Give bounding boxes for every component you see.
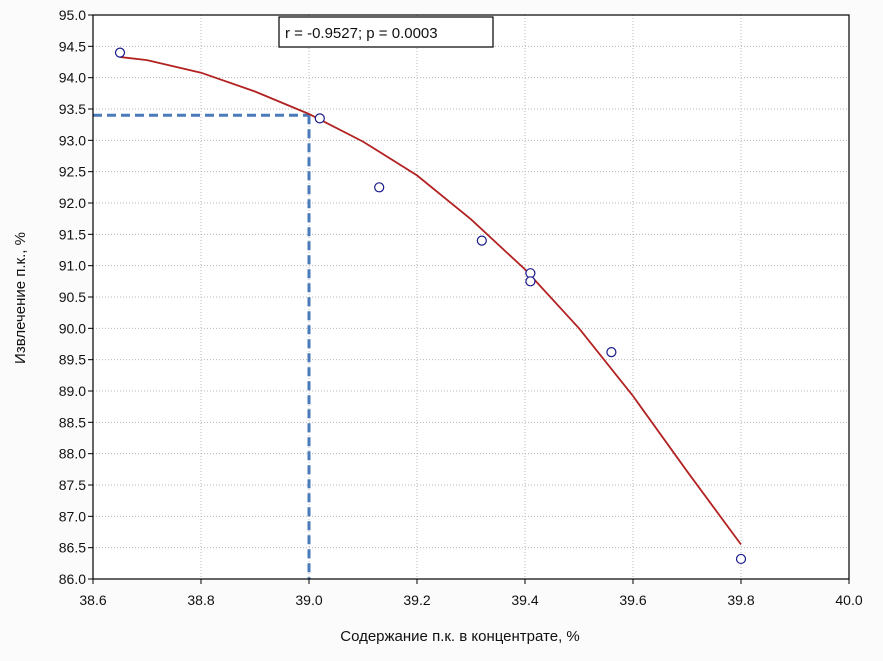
fit-curve [119, 56, 742, 546]
y-tick-label: 88.0 [59, 446, 86, 462]
y-tick-label: 87.5 [59, 477, 86, 493]
data-point [606, 347, 617, 358]
data-point [525, 276, 536, 287]
y-tick-label: 92.0 [59, 195, 86, 211]
y-tick-label: 88.5 [59, 414, 86, 430]
fit-curve-layer [119, 56, 742, 546]
x-tick-label: 38.6 [79, 592, 106, 608]
y-tick-label: 95.0 [59, 7, 86, 23]
y-tick-label: 93.5 [59, 101, 86, 117]
grid-layer [92, 14, 850, 580]
y-tick-label: 87.0 [59, 508, 86, 524]
y-tick-label: 89.5 [59, 352, 86, 368]
reference-lines [93, 113, 311, 579]
y-tick-label: 90.0 [59, 320, 86, 336]
x-tick-label: 39.4 [511, 592, 538, 608]
x-tick-label: 38.8 [187, 592, 214, 608]
y-tick-label: 86.5 [59, 540, 86, 556]
x-axis-title: Содержание п.к. в концентрате, % [340, 628, 580, 645]
x-tick-label: 39.0 [295, 592, 322, 608]
annotation-frame [278, 16, 494, 48]
data-point [735, 553, 747, 565]
x-tick-label: 39.2 [403, 592, 430, 608]
data-points [114, 47, 747, 565]
data-point [114, 47, 126, 58]
annotation-box: r = -0.9527; p = 0.0003 [278, 16, 494, 48]
data-point [314, 113, 325, 124]
y-tick-label: 93.0 [59, 132, 86, 148]
y-tick-label: 91.0 [59, 258, 86, 274]
y-tick-label: 89.0 [59, 383, 86, 399]
y-tick-label: 91.5 [59, 226, 86, 242]
data-point [476, 235, 487, 246]
y-tick-label: 90.5 [59, 289, 86, 305]
axes: 38.6 38.8 39.0 39.2 39.4 39.6 39.8 40.0 86.0 86.5… [59, 7, 863, 608]
x-tick-label: 40.0 [835, 592, 862, 608]
y-tick-label: 94.5 [59, 38, 86, 54]
y-axis-title: Извлечение п.к., % [12, 232, 29, 364]
annotation-text: r = -0.9527; p = 0.0003 [285, 25, 438, 42]
data-point [374, 182, 385, 193]
y-tick-label: 86.0 [59, 571, 86, 587]
y-tick-label: 92.5 [59, 164, 86, 180]
x-tick-label: 39.8 [727, 592, 754, 608]
y-tick-label: 94.0 [59, 70, 86, 86]
x-tick-label: 39.6 [619, 592, 646, 608]
